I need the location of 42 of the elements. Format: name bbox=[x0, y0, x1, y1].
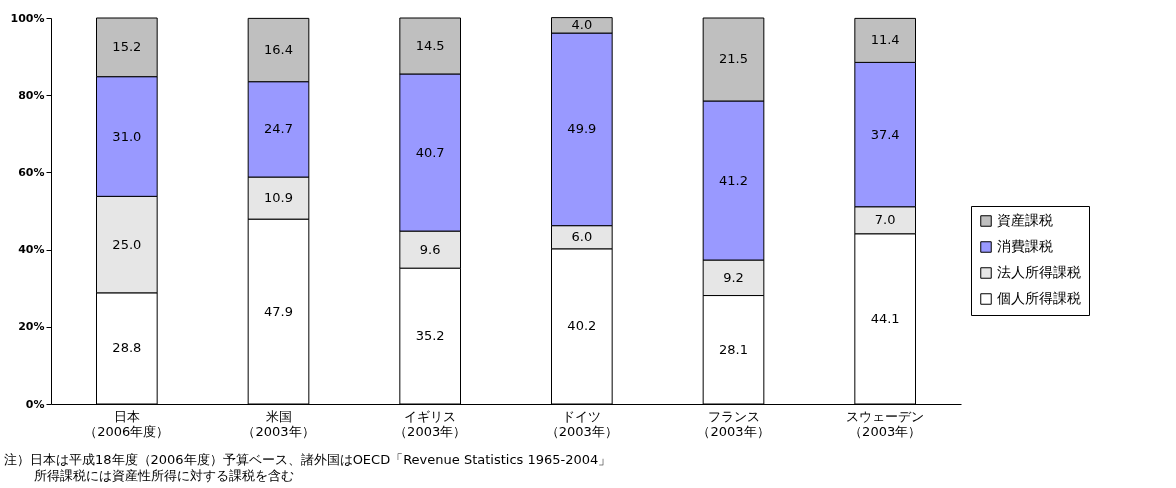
data-label: 6.0 bbox=[571, 229, 593, 245]
data-label: 10.9 bbox=[264, 190, 293, 206]
x-tick-label: フランス（2003年） bbox=[697, 408, 770, 439]
x-tick-label: 日本（2006年度） bbox=[84, 408, 170, 439]
data-label: 41.2 bbox=[719, 172, 748, 188]
x-tick-label: イギリス（2003年） bbox=[394, 408, 467, 439]
data-label: 24.7 bbox=[264, 121, 293, 137]
data-label: 9.6 bbox=[419, 241, 441, 257]
data-label: 15.2 bbox=[112, 39, 142, 55]
data-label: 40.2 bbox=[567, 318, 597, 334]
data-label: 47.9 bbox=[264, 303, 293, 319]
data-label: 9.2 bbox=[723, 269, 744, 285]
text: 所得課税には資産性所得に対する課税を含む bbox=[33, 468, 295, 484]
x-tick-label: 米国（2003年） bbox=[242, 408, 315, 439]
data-label: 21.5 bbox=[719, 51, 748, 67]
data-label: 14.5 bbox=[415, 37, 445, 53]
legend-label: 消費課税 bbox=[997, 238, 1053, 254]
y-tick-label: 20% bbox=[18, 320, 45, 334]
y-tick-label: 100% bbox=[10, 11, 45, 25]
data-label: 11.4 bbox=[870, 32, 900, 48]
y-tick-label: 0% bbox=[25, 397, 45, 411]
data-label: 40.7 bbox=[415, 144, 445, 160]
data-label: 49.9 bbox=[567, 121, 597, 137]
x-tick-label: スウェーデン（2003年） bbox=[846, 408, 925, 439]
y-tick-label: 40% bbox=[18, 243, 45, 257]
data-label: 16.4 bbox=[264, 42, 293, 58]
y-tick-label: 60% bbox=[18, 165, 45, 179]
data-label: 31.0 bbox=[112, 128, 142, 144]
legend-label: 資産課税 bbox=[997, 212, 1053, 228]
data-label: 7.0 bbox=[874, 212, 896, 228]
data-label: 28.1 bbox=[719, 341, 748, 357]
data-label: 44.1 bbox=[870, 310, 900, 326]
data-label: 25.0 bbox=[112, 236, 142, 252]
data-label: 37.4 bbox=[870, 126, 900, 142]
data-label: 4.0 bbox=[571, 17, 593, 33]
legend-label: 個人所得課税 bbox=[997, 290, 1081, 306]
x-tick-label: ドイツ（2003年） bbox=[545, 408, 618, 439]
legend-label: 法人所得課税 bbox=[997, 264, 1081, 280]
text: 注）日本は平成18年度（2006年度）予算ベース、諸外国はOECD「Revenue Statistics 1965-2004」 bbox=[4, 452, 612, 468]
data-label: 28.8 bbox=[112, 340, 142, 356]
y-tick-label: 80% bbox=[18, 88, 45, 102]
data-label: 35.2 bbox=[415, 328, 445, 344]
